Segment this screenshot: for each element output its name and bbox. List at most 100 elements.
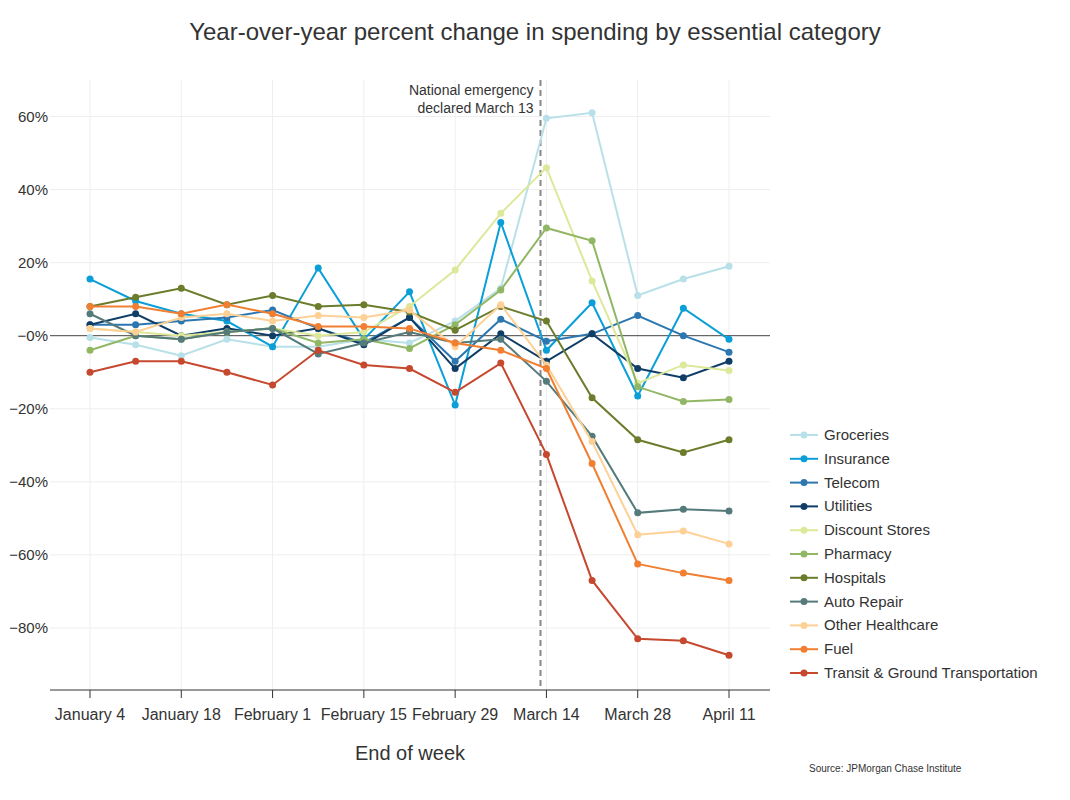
annotation-text: declared March 13 (418, 100, 534, 116)
series-marker (543, 347, 550, 354)
x-tick (729, 690, 730, 698)
series-marker (269, 382, 276, 389)
series-marker (497, 336, 504, 343)
series-marker (680, 374, 687, 381)
series-marker (452, 327, 459, 334)
legend-marker (801, 551, 808, 558)
x-tick (546, 690, 547, 698)
series-marker (726, 358, 733, 365)
series-marker (452, 358, 459, 365)
series-marker (726, 436, 733, 443)
series-marker (87, 303, 94, 310)
series-marker (543, 365, 550, 372)
series-marker (680, 332, 687, 339)
series-marker (634, 635, 641, 642)
y-tick-label: −40% (9, 473, 48, 490)
series-marker (223, 329, 230, 336)
y-grid-line (50, 627, 770, 628)
series-marker (452, 389, 459, 396)
x-grid-line (181, 80, 182, 690)
grid (50, 80, 770, 690)
series-marker (360, 301, 367, 308)
legend-label: Utilities (824, 497, 872, 514)
series-marker (223, 301, 230, 308)
series-marker (360, 361, 367, 368)
series-marker (178, 358, 185, 365)
series-marker (680, 637, 687, 644)
legend-label: Groceries (824, 426, 889, 443)
series-marker (87, 334, 94, 341)
legend-marker (801, 646, 808, 653)
series-marker (132, 294, 139, 301)
series-marker (87, 325, 94, 332)
y-tick-label: −60% (9, 546, 48, 563)
x-grid-line (729, 80, 730, 690)
series-marker (543, 318, 550, 325)
series-line (90, 113, 729, 356)
legend-marker (801, 432, 808, 439)
annotation-text: National emergency (409, 82, 534, 98)
y-tick-label: 40% (18, 181, 48, 198)
series-marker (497, 347, 504, 354)
series-line (90, 350, 729, 655)
y-tick-label: −20% (9, 400, 48, 417)
series-marker (406, 288, 413, 295)
x-grid-line (455, 80, 456, 690)
series-line (90, 168, 729, 384)
series-marker (223, 310, 230, 317)
legend-marker (801, 622, 808, 629)
series-marker (269, 332, 276, 339)
legend-marker (801, 598, 808, 605)
series-marker (132, 329, 139, 336)
series-line (90, 228, 729, 402)
series-marker (269, 325, 276, 332)
series-marker (223, 329, 230, 336)
x-tick-label: February 29 (412, 706, 498, 723)
legend-marker (801, 574, 808, 581)
legend-marker (801, 503, 808, 510)
legend-label: Transit & Ground Transportation (824, 664, 1038, 681)
series-marker (269, 325, 276, 332)
legend: GroceriesInsuranceTelecomUtilitiesDiscou… (790, 426, 1038, 681)
series-marker (589, 577, 596, 584)
series-marker (543, 115, 550, 122)
series-marker (178, 336, 185, 343)
series-marker (589, 394, 596, 401)
series-marker (315, 265, 322, 272)
series-marker (360, 339, 367, 346)
series-line (90, 305, 729, 581)
series-marker (680, 276, 687, 283)
series-marker (589, 330, 596, 337)
series-marker (452, 402, 459, 409)
chart: Year-over-year percent change in spendin… (0, 0, 1070, 800)
series-marker (269, 325, 276, 332)
series-marker (543, 338, 550, 345)
legend-marker (801, 479, 808, 486)
series-marker (87, 325, 94, 332)
x-grid-line (363, 80, 364, 690)
legend-label: Telecom (824, 474, 880, 491)
legend-label: Insurance (824, 450, 890, 467)
series-marker (406, 345, 413, 352)
series-marker (132, 358, 139, 365)
series-marker (726, 263, 733, 270)
legend-label: Auto Repair (824, 593, 903, 610)
series-marker (680, 398, 687, 405)
series-marker (269, 343, 276, 350)
series-marker (132, 321, 139, 328)
x-tick-label: January 18 (142, 706, 221, 723)
series-group (87, 109, 733, 658)
series-marker (634, 436, 641, 443)
series-marker (178, 310, 185, 317)
x-tick-label: March 28 (604, 706, 671, 723)
x-tick-label: March 14 (513, 706, 580, 723)
series-marker (132, 303, 139, 310)
series-marker (680, 506, 687, 513)
series-marker (589, 237, 596, 244)
y-grid-line (50, 408, 770, 409)
series-marker (315, 339, 322, 346)
series-marker (223, 336, 230, 343)
series-marker (680, 528, 687, 535)
series-marker (543, 378, 550, 385)
series-marker (452, 365, 459, 372)
